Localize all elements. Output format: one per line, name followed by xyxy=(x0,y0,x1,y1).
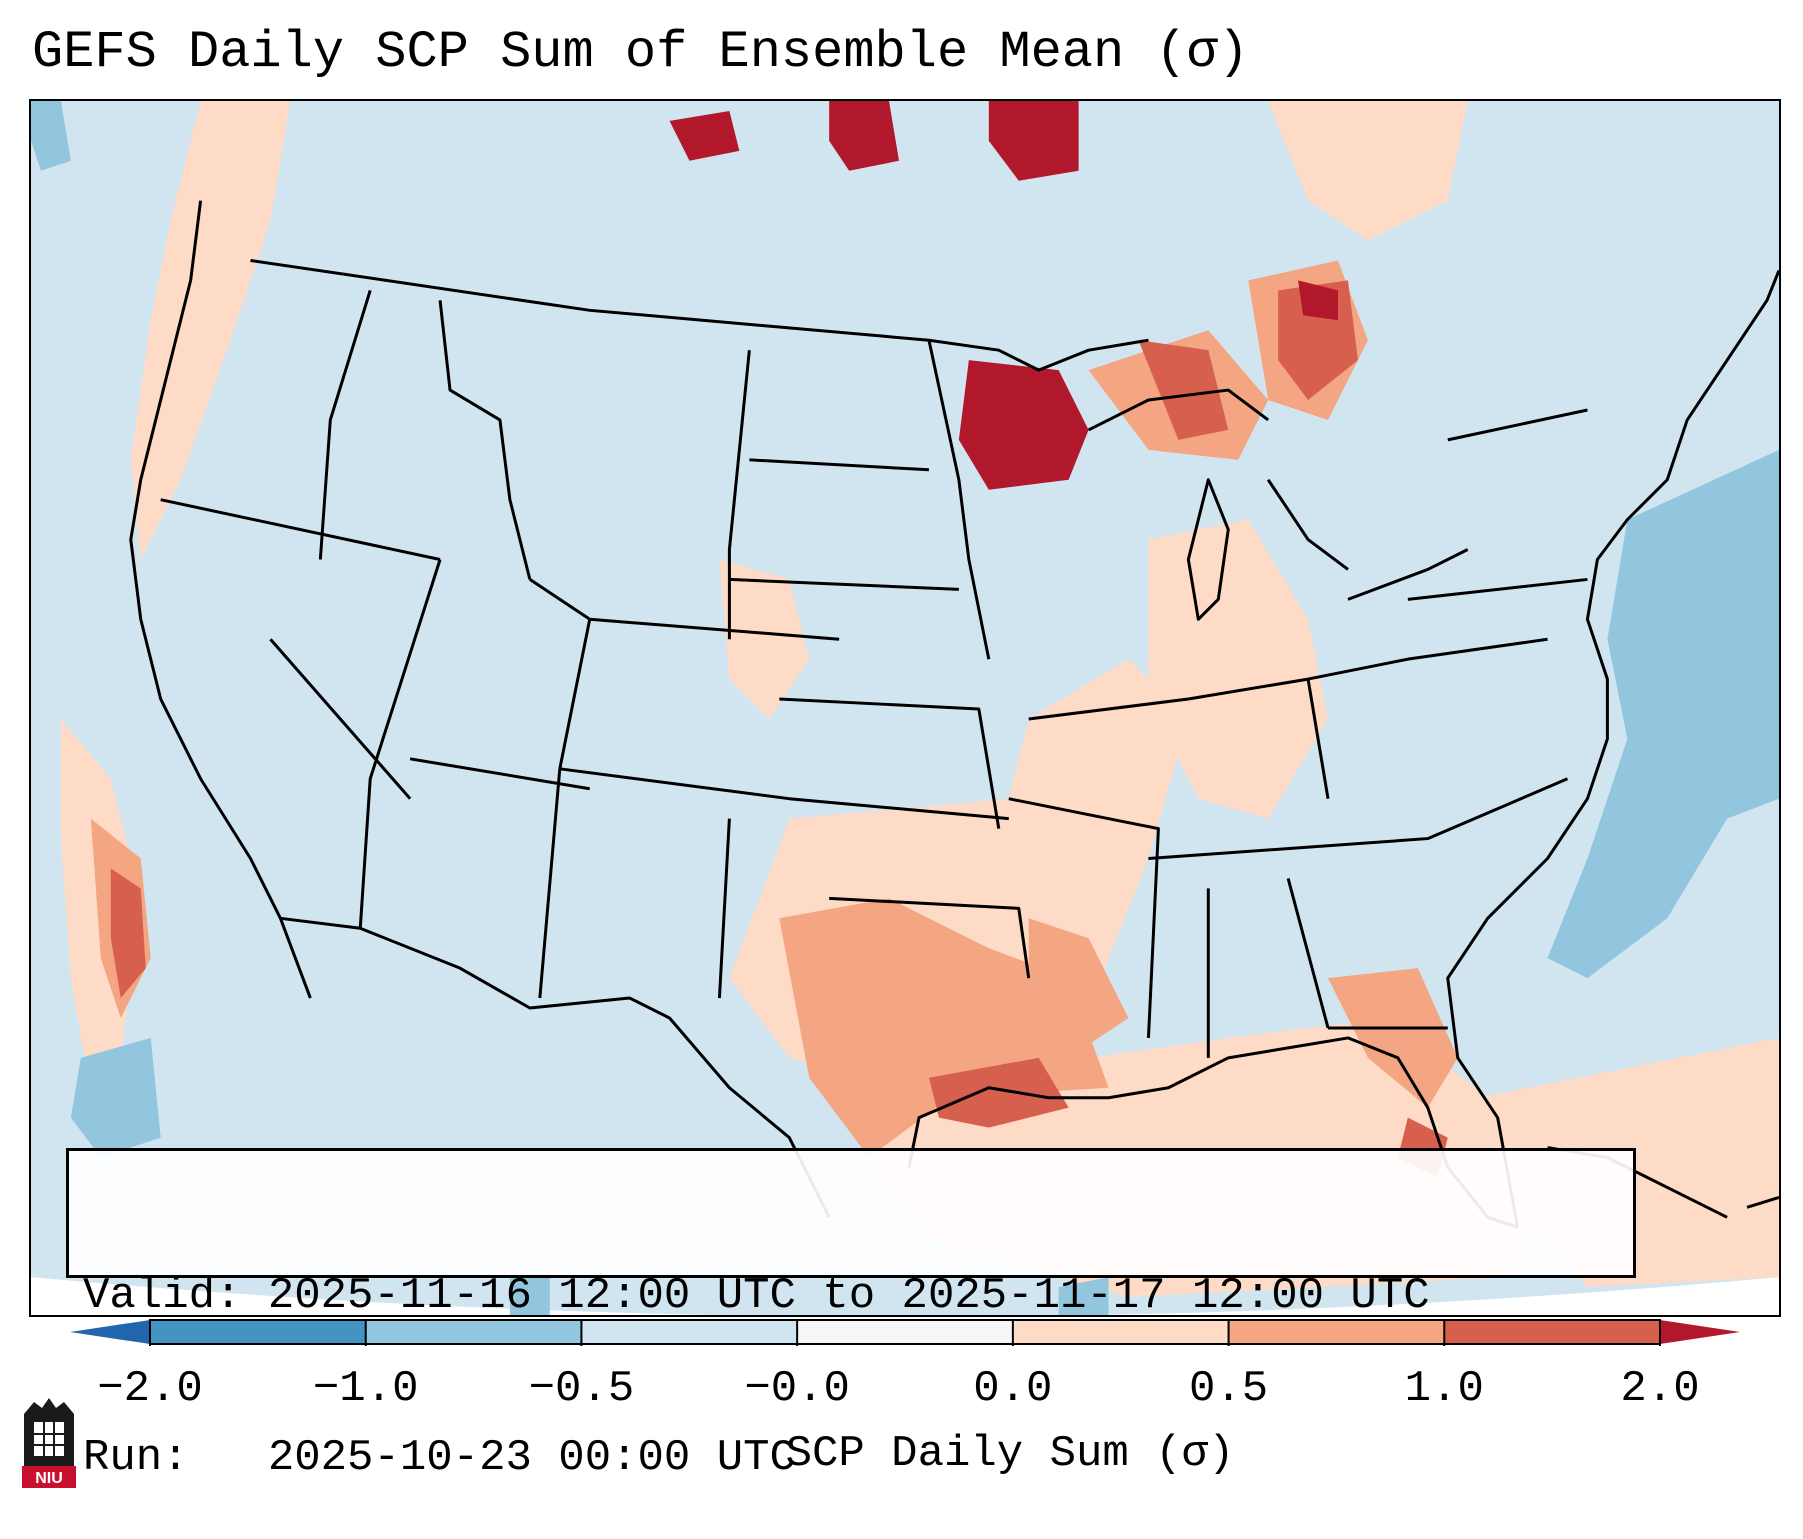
ne-ks-line xyxy=(779,697,1001,829)
valid-run-info-box: Valid: 2025-11-16 12:00 UTC to 2025-11-1… xyxy=(66,1148,1636,1483)
lake-michigan xyxy=(1186,478,1230,621)
pa-line xyxy=(1407,577,1588,601)
ny-line xyxy=(1447,408,1588,442)
lake-superior-shore xyxy=(1087,388,1270,432)
run-line: Run: 2025-10-23 00:00 UTC xyxy=(83,1431,1619,1485)
valid-label: Valid: xyxy=(83,1271,242,1321)
colorbar-bin-5 xyxy=(1228,1320,1445,1344)
colorbar-tick-label-5: 0.5 xyxy=(1188,1364,1269,1414)
mexico-border xyxy=(280,916,831,1218)
ky-wv-va-line xyxy=(1307,637,1548,681)
valid-text: 2025-11-16 12:00 UTC to 2025-11-17 12:00… xyxy=(267,1271,1430,1321)
colorbar-bin-4 xyxy=(1012,1320,1230,1344)
mt-nd-sd-wy-line xyxy=(727,350,751,640)
map-panel xyxy=(29,99,1781,1317)
nd-sd-line xyxy=(749,458,930,472)
colorbar-label: SCP Daily Sum (σ) xyxy=(785,1429,1235,1479)
colorbar-tick-label-4: 0.0 xyxy=(973,1364,1053,1414)
niu-logo: NIU xyxy=(22,1398,76,1488)
az-nm-line xyxy=(538,768,562,999)
west-coastline xyxy=(129,200,312,999)
ut-az-line xyxy=(409,757,590,791)
colorbar-over-arrow xyxy=(1660,1320,1740,1344)
colorbar-bin-1 xyxy=(365,1320,582,1344)
conus-scp-map xyxy=(31,101,1779,1315)
wa-id-or-line xyxy=(318,289,372,560)
colorbar-tick-label-0: −2.0 xyxy=(97,1364,203,1414)
colorbar-under-arrow xyxy=(70,1320,150,1344)
logo-window-grid xyxy=(34,1422,64,1456)
logo-banner xyxy=(22,1466,76,1488)
nv-az-line xyxy=(358,559,442,929)
nm-tx-line xyxy=(717,818,731,999)
colorbar-tick-label-3: −0.0 xyxy=(744,1364,850,1414)
colorbar-tick-label-2: −0.5 xyxy=(528,1364,635,1414)
anomaly-strong-positive xyxy=(110,280,1448,1178)
co-nm-ok-line xyxy=(559,767,1009,821)
logo-text: NIU xyxy=(35,1470,63,1487)
colorbar xyxy=(70,1319,1740,1346)
mn-wi-line xyxy=(927,339,991,660)
colorbar-bin-0 xyxy=(150,1320,367,1344)
projection-edge xyxy=(31,1277,1779,1315)
or-ca-nv-line xyxy=(160,498,441,561)
east-coastline xyxy=(1446,269,1779,1228)
colorbar-tick-label-7: 2.0 xyxy=(1620,1364,1700,1414)
id-mt-line xyxy=(438,300,532,580)
ok-tx-line xyxy=(829,896,1031,979)
map-title: GEFS Daily SCP Sum of Ensemble Mean (σ) xyxy=(32,23,1249,82)
colorbar-bin-2 xyxy=(581,1320,798,1344)
colorbar-bin-6 xyxy=(1444,1320,1661,1344)
lake-erie-shore xyxy=(1347,548,1469,601)
state-boundaries xyxy=(129,200,1779,1229)
tn-line xyxy=(1148,777,1569,860)
ca-nv-diagonal xyxy=(269,638,412,800)
lake-huron-shore xyxy=(1266,478,1349,571)
run-text: 2025-10-23 00:00 UTC xyxy=(267,1433,796,1483)
run-label: Run: xyxy=(83,1433,189,1483)
colorbar-tick-label-1: −1.0 xyxy=(312,1364,419,1414)
colorbar-bin-3 xyxy=(797,1320,1014,1344)
ar-la-line xyxy=(1008,797,1160,1038)
anomaly-negative xyxy=(31,101,1779,1315)
canada-border xyxy=(250,258,1149,372)
sd-ne-line xyxy=(729,577,959,591)
valid-line: Valid: 2025-11-16 12:00 UTC to 2025-11-1… xyxy=(83,1269,1619,1323)
ut-co-line xyxy=(558,618,592,770)
colorbar-tick-label-6: 1.0 xyxy=(1404,1364,1484,1414)
anomaly-extreme-positive xyxy=(669,101,1339,490)
al-ga-line xyxy=(1286,878,1330,1029)
logo-window xyxy=(34,1422,64,1456)
mo-il-line xyxy=(1028,697,1189,721)
